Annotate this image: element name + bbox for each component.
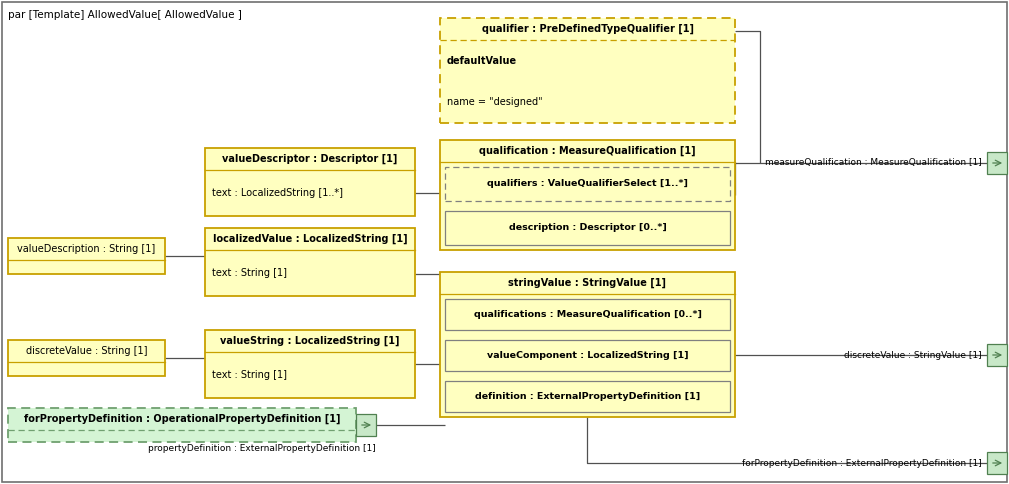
- Text: forPropertyDefinition : ExternalPropertyDefinition [1]: forPropertyDefinition : ExternalProperty…: [743, 458, 982, 468]
- Bar: [205, 228, 415, 296]
- Bar: [445, 381, 730, 412]
- Bar: [987, 152, 1007, 174]
- Bar: [440, 140, 735, 250]
- Text: par [Template] AllowedValue[ AllowedValue ]: par [Template] AllowedValue[ AllowedValu…: [8, 10, 242, 20]
- Text: valueDescriptor : Descriptor [1]: valueDescriptor : Descriptor [1]: [222, 154, 398, 164]
- Text: text : LocalizedString [1..*]: text : LocalizedString [1..*]: [212, 188, 343, 198]
- Bar: [205, 148, 415, 216]
- Text: discreteValue : StringValue [1]: discreteValue : StringValue [1]: [845, 350, 982, 360]
- Text: forPropertyDefinition : OperationalPropertyDefinition [1]: forPropertyDefinition : OperationalPrope…: [24, 414, 340, 424]
- Bar: [987, 344, 1007, 366]
- Bar: [445, 299, 730, 330]
- Bar: [8, 340, 165, 376]
- Text: valueComponent : LocalizedString [1]: valueComponent : LocalizedString [1]: [486, 351, 688, 360]
- Bar: [440, 272, 735, 417]
- Text: definition : ExternalPropertyDefinition [1]: definition : ExternalPropertyDefinition …: [475, 392, 700, 401]
- Text: name = "designed": name = "designed": [447, 97, 543, 107]
- Text: stringValue : StringValue [1]: stringValue : StringValue [1]: [509, 278, 667, 288]
- Bar: [440, 18, 735, 123]
- Bar: [8, 408, 356, 442]
- Bar: [8, 238, 165, 274]
- Text: description : Descriptor [0..*]: description : Descriptor [0..*]: [509, 224, 666, 232]
- Text: qualifications : MeasureQualification [0..*]: qualifications : MeasureQualification [0…: [473, 310, 701, 319]
- Text: qualifier : PreDefinedTypeQualifier [1]: qualifier : PreDefinedTypeQualifier [1]: [481, 24, 693, 34]
- Bar: [356, 414, 376, 436]
- Text: measureQualification : MeasureQualification [1]: measureQualification : MeasureQualificat…: [765, 158, 982, 167]
- Text: valueDescription : String [1]: valueDescription : String [1]: [17, 244, 155, 254]
- Text: defaultValue: defaultValue: [447, 56, 518, 66]
- Bar: [205, 330, 415, 398]
- Text: propertyDefinition : ExternalPropertyDefinition [1]: propertyDefinition : ExternalPropertyDef…: [148, 444, 375, 453]
- Bar: [445, 167, 730, 201]
- Bar: [445, 211, 730, 245]
- Text: qualification : MeasureQualification [1]: qualification : MeasureQualification [1]: [479, 146, 696, 156]
- Text: localizedValue : LocalizedString [1]: localizedValue : LocalizedString [1]: [213, 234, 408, 244]
- Text: qualifiers : ValueQualifierSelect [1..*]: qualifiers : ValueQualifierSelect [1..*]: [487, 180, 688, 188]
- Text: valueString : LocalizedString [1]: valueString : LocalizedString [1]: [220, 336, 400, 346]
- Text: discreteValue : String [1]: discreteValue : String [1]: [26, 346, 147, 356]
- Text: text : String [1]: text : String [1]: [212, 370, 287, 380]
- Text: text : String [1]: text : String [1]: [212, 268, 287, 278]
- Bar: [445, 340, 730, 371]
- Bar: [987, 452, 1007, 474]
